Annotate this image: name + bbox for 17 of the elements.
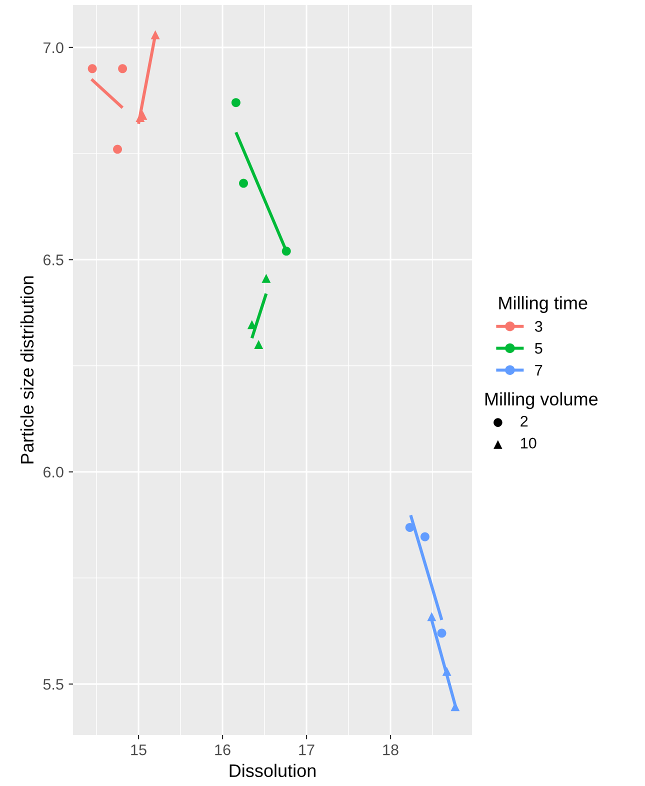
y-tick-label: 6.5 xyxy=(44,254,64,266)
y-tick-label: 5.5 xyxy=(43,679,64,690)
legend-label: 3 xyxy=(534,321,542,332)
y-tick-label: 7.0 xyxy=(44,42,64,54)
text: Milling volume xyxy=(485,392,598,410)
y-axis-title: Particle size distribution xyxy=(20,276,34,464)
x-tick-label: 17 xyxy=(299,744,314,756)
x-tick-label: 15 xyxy=(131,744,146,756)
x-tick-label: 16 xyxy=(215,744,230,756)
legend-title: Milling time xyxy=(499,296,588,313)
legend-label: 5 xyxy=(535,343,542,354)
y-tick-label: 6.0 xyxy=(44,466,64,478)
x-tick-label: 18 xyxy=(383,744,398,756)
legend-label: 7 xyxy=(535,364,542,376)
x-axis-title: Dissolution xyxy=(230,764,316,778)
text: 2 xyxy=(520,416,528,427)
text: 10 xyxy=(521,438,536,449)
